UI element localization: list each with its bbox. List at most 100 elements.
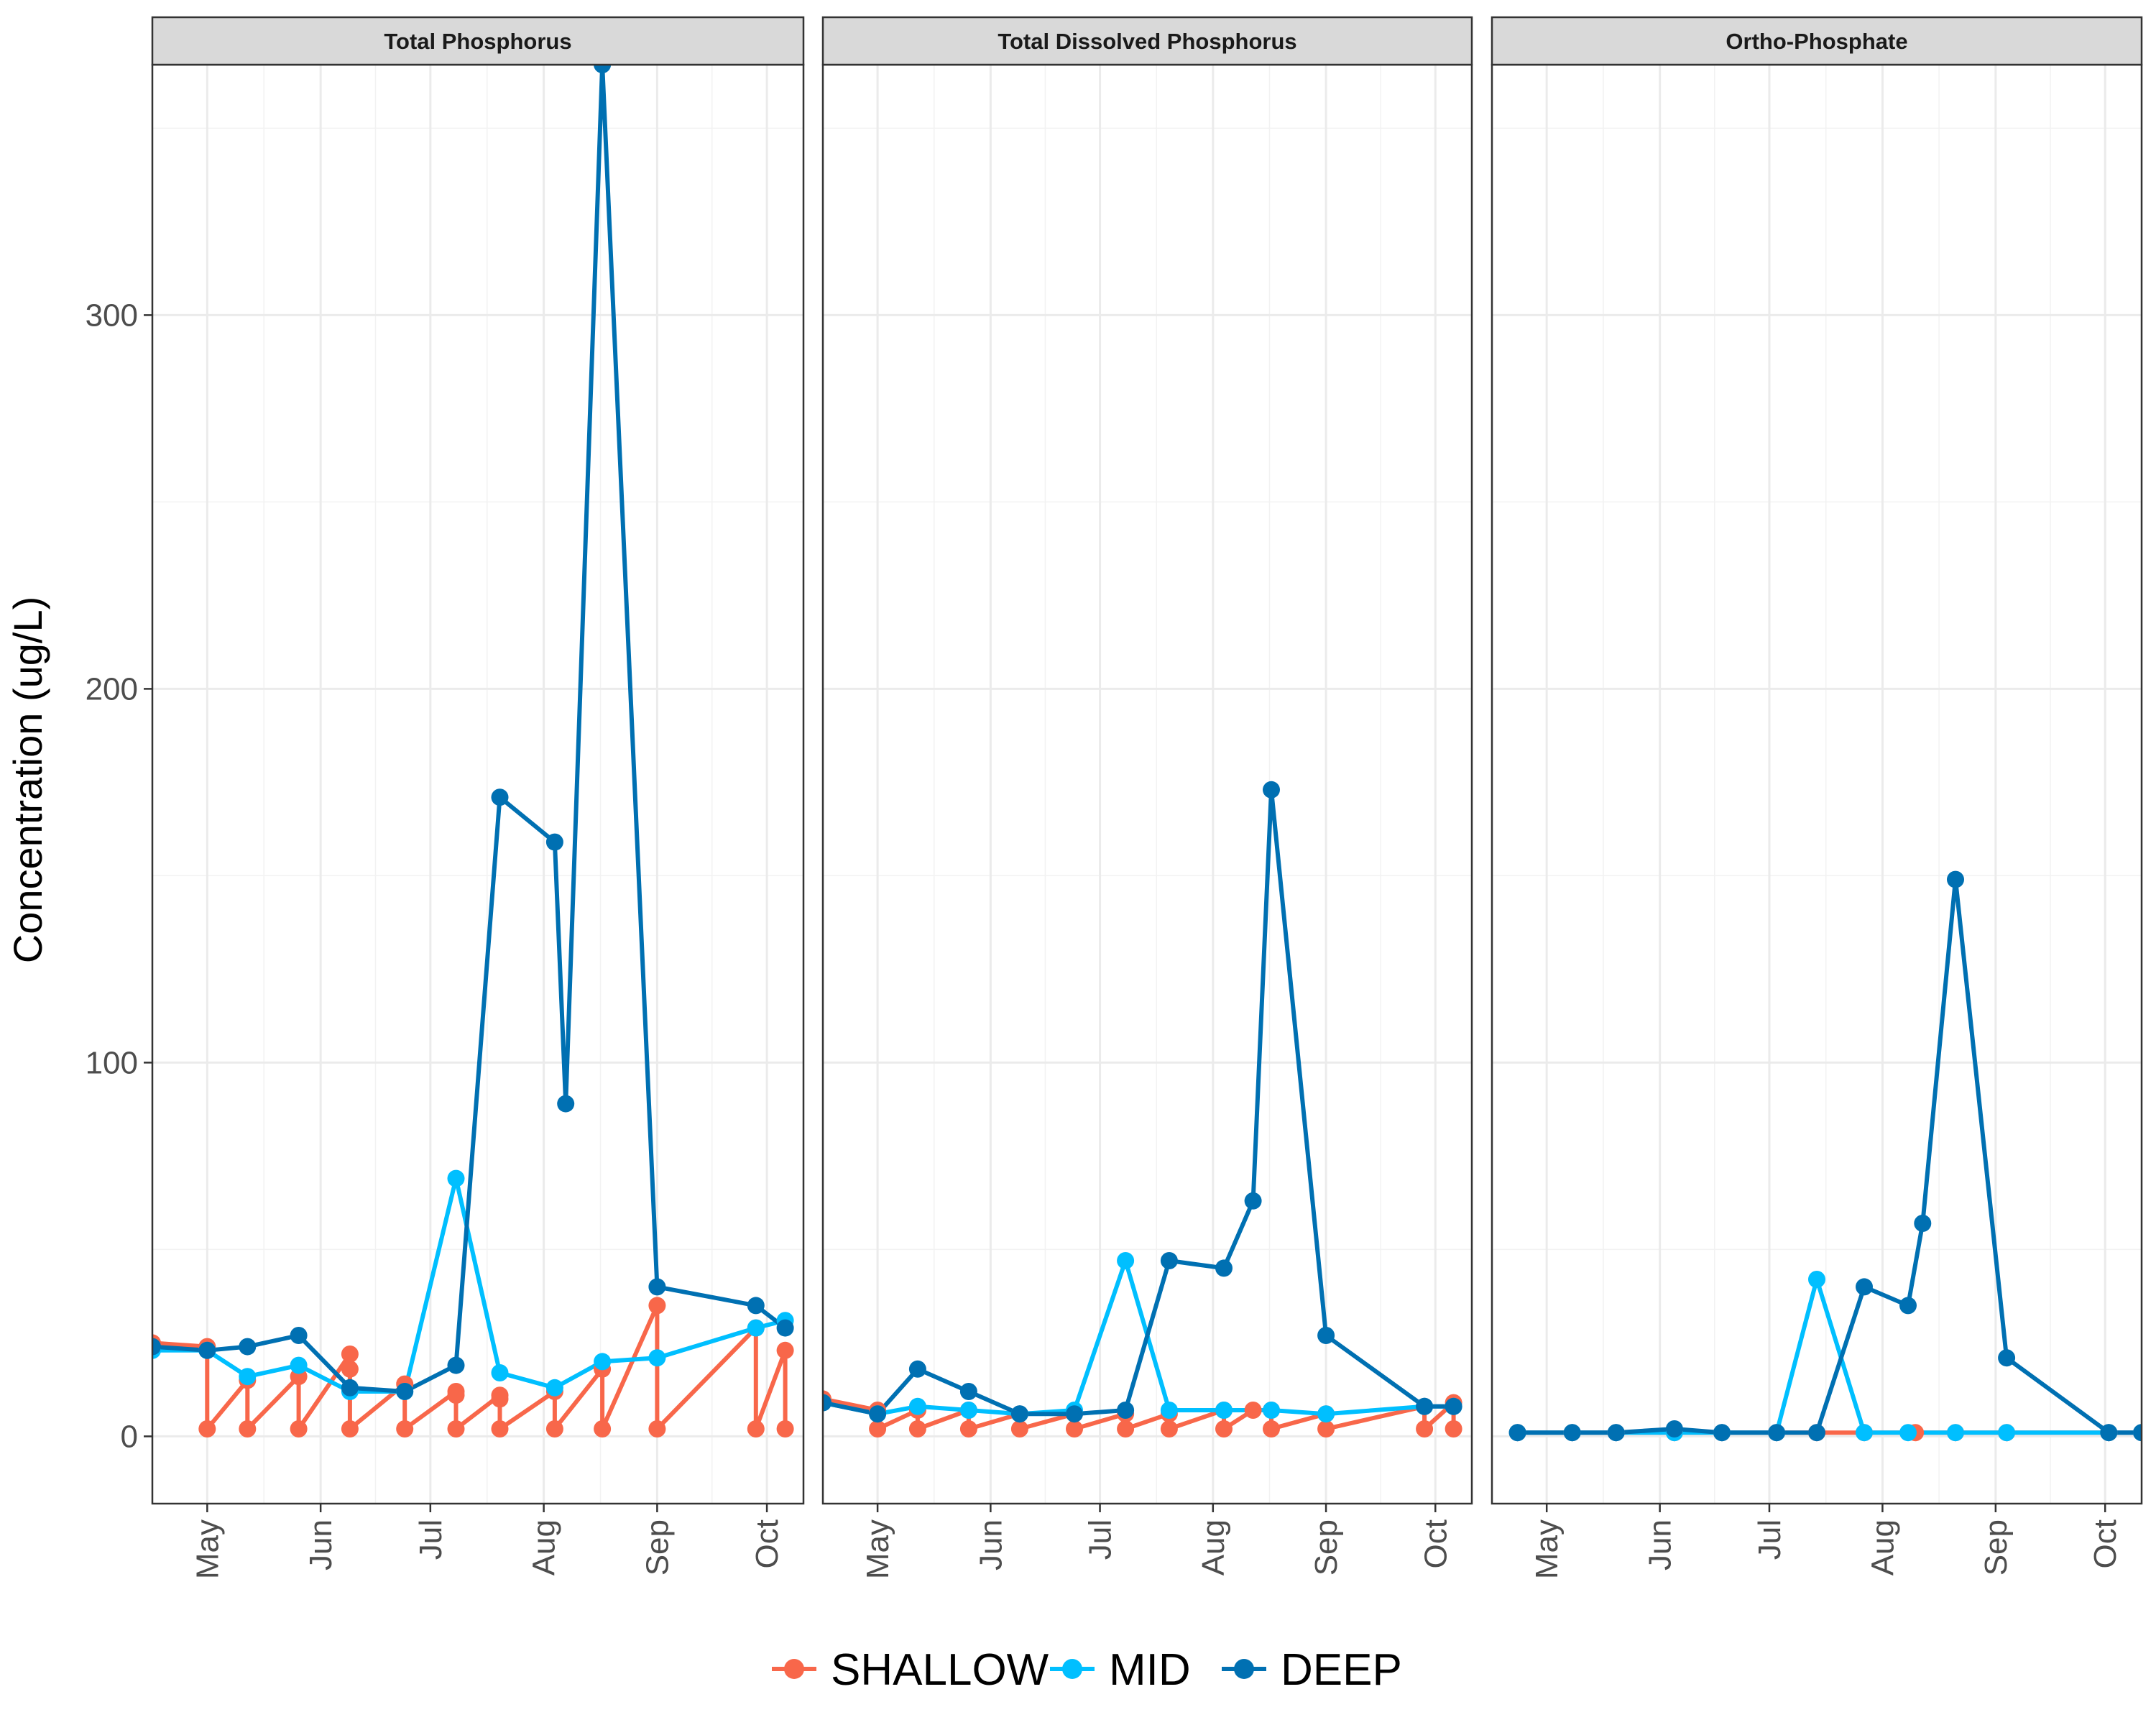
data-point-shallow	[776, 1341, 794, 1359]
data-point-mid	[1947, 1424, 1964, 1442]
y-tick-label: 100	[86, 1045, 138, 1080]
data-point-mid	[447, 1169, 465, 1187]
data-point-shallow	[1160, 1420, 1178, 1438]
facet-label: Total Dissolved Phosphorus	[998, 29, 1296, 54]
data-point-deep	[545, 833, 563, 851]
data-point-shallow	[1010, 1420, 1028, 1438]
data-point-mid	[747, 1319, 765, 1337]
data-point-deep	[2100, 1424, 2118, 1442]
data-point-mid	[1263, 1402, 1280, 1419]
data-point-deep	[959, 1383, 977, 1400]
x-tick-label: Oct	[2088, 1519, 2123, 1568]
legend-label: MID	[1109, 1645, 1191, 1695]
x-tick-label: Jul	[1083, 1519, 1118, 1560]
x-tick-label: May	[860, 1519, 895, 1579]
data-point-deep	[1445, 1397, 1462, 1415]
data-point-shallow	[648, 1297, 666, 1315]
legend: SHALLOW MID DEEP	[772, 1645, 1402, 1695]
data-point-mid	[545, 1379, 563, 1397]
data-point-deep	[491, 788, 509, 806]
y-tick-label: 0	[121, 1419, 138, 1454]
data-point-shallow	[1066, 1420, 1083, 1438]
data-point-deep	[1563, 1424, 1581, 1442]
data-point-shallow	[1117, 1420, 1135, 1438]
x-tick-label: Sep	[640, 1519, 675, 1576]
series-line-deep	[823, 787, 1456, 1417]
x-tick-label: Oct	[750, 1519, 785, 1568]
data-point-mid	[491, 1364, 509, 1381]
panel-background	[1492, 65, 2142, 1504]
panel-background	[823, 65, 1472, 1504]
data-point-shallow	[447, 1420, 465, 1438]
data-point-deep	[1215, 1259, 1233, 1277]
x-tick-label: Sep	[1309, 1519, 1344, 1576]
facet-strip	[151, 16, 805, 66]
data-point-shallow	[594, 1420, 612, 1438]
x-tick-label: Jun	[973, 1519, 1008, 1570]
data-point-mid	[1317, 1405, 1335, 1423]
facet-label: Total Phosphorus	[384, 29, 571, 54]
x-tick-label: May	[190, 1519, 225, 1579]
y-tick-label: 200	[86, 671, 138, 707]
data-point-deep	[1263, 781, 1280, 799]
facet-strip	[821, 16, 1473, 66]
data-point-shallow	[290, 1420, 308, 1438]
panel-background	[152, 65, 803, 1504]
legend-item-shallow: SHALLOW	[772, 1645, 1049, 1695]
data-point-deep	[447, 1356, 465, 1374]
data-point-shallow	[491, 1420, 509, 1438]
series-line-deep	[152, 65, 788, 1394]
data-point-mid	[1117, 1252, 1135, 1269]
data-point-shallow	[869, 1420, 887, 1438]
data-point-deep	[1914, 1215, 1932, 1232]
data-point-shallow	[959, 1420, 977, 1438]
data-point-mid	[1998, 1424, 2016, 1442]
data-point-deep	[594, 65, 612, 73]
data-point-deep	[1160, 1252, 1178, 1269]
panel-total-phosphorus: Total Phosphorus May Jun Jul Aug Sep Oct	[151, 16, 805, 1579]
data-point-mid	[1215, 1402, 1233, 1419]
x-tick-label: Oct	[1418, 1519, 1453, 1568]
data-point-mid	[1160, 1402, 1178, 1419]
data-point-mid	[239, 1368, 257, 1386]
data-point-shallow	[747, 1420, 765, 1438]
data-point-deep	[1117, 1402, 1135, 1419]
data-point-deep	[152, 1338, 161, 1356]
legend-key-point	[1234, 1659, 1254, 1679]
x-tick-label: Jun	[303, 1519, 338, 1570]
data-point-shallow	[341, 1346, 359, 1363]
data-point-shallow	[239, 1420, 257, 1438]
x-tick-label: Aug	[1196, 1519, 1231, 1576]
data-point-mid	[290, 1356, 308, 1374]
data-point-deep	[869, 1405, 887, 1423]
x-tick-label: Aug	[1865, 1519, 1900, 1576]
data-point-shallow	[491, 1390, 509, 1408]
x-tick-label: Aug	[527, 1519, 562, 1576]
data-point-mid	[1856, 1424, 1873, 1442]
data-point-shallow	[341, 1420, 359, 1438]
legend-key-point	[784, 1659, 804, 1679]
data-point-deep	[396, 1383, 414, 1400]
data-point-deep	[198, 1341, 216, 1359]
facet-label: Ortho-Phosphate	[1726, 29, 1907, 54]
data-point-mid	[959, 1402, 977, 1419]
data-point-deep	[341, 1379, 359, 1397]
data-point-shallow	[1445, 1420, 1462, 1438]
data-point-deep	[747, 1297, 765, 1315]
data-point-shallow	[908, 1420, 926, 1438]
data-point-deep	[2133, 1424, 2142, 1442]
data-point-deep	[1416, 1397, 1434, 1415]
data-point-deep	[1899, 1297, 1917, 1315]
data-point-deep	[290, 1327, 308, 1344]
y-axis-title: Concentration (ug/L)	[5, 597, 50, 964]
x-tick-label: Sep	[1978, 1519, 2014, 1576]
x-tick-label: Jun	[1643, 1519, 1678, 1570]
data-point-shallow	[1244, 1402, 1262, 1419]
data-point-deep	[1768, 1424, 1786, 1442]
data-point-deep	[1066, 1405, 1083, 1423]
data-point-mid	[648, 1349, 666, 1367]
data-point-shallow	[198, 1420, 216, 1438]
data-point-shallow	[341, 1360, 359, 1378]
data-point-shallow	[648, 1420, 666, 1438]
